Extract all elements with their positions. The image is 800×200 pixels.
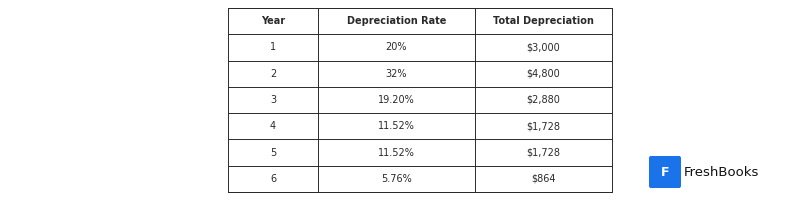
Text: 6: 6 — [270, 174, 276, 184]
Text: 20%: 20% — [386, 42, 407, 52]
Text: Depreciation Rate: Depreciation Rate — [347, 16, 446, 26]
Text: Year: Year — [261, 16, 285, 26]
Text: 11.52%: 11.52% — [378, 121, 415, 131]
Text: 5: 5 — [270, 148, 276, 158]
Text: $864: $864 — [531, 174, 556, 184]
Text: 1: 1 — [270, 42, 276, 52]
Text: 2: 2 — [270, 69, 276, 79]
Text: 3: 3 — [270, 95, 276, 105]
Text: Total Depreciation: Total Depreciation — [493, 16, 594, 26]
Text: 5.76%: 5.76% — [381, 174, 412, 184]
Text: 11.52%: 11.52% — [378, 148, 415, 158]
Text: 19.20%: 19.20% — [378, 95, 415, 105]
Text: $2,880: $2,880 — [526, 95, 561, 105]
Bar — [228, 8, 612, 192]
Text: $3,000: $3,000 — [526, 42, 560, 52]
Text: FreshBooks: FreshBooks — [684, 166, 759, 178]
Text: 4: 4 — [270, 121, 276, 131]
Text: $1,728: $1,728 — [526, 121, 561, 131]
Text: $1,728: $1,728 — [526, 148, 561, 158]
Text: F: F — [661, 166, 670, 178]
Text: 32%: 32% — [386, 69, 407, 79]
Text: $4,800: $4,800 — [526, 69, 560, 79]
FancyBboxPatch shape — [649, 156, 681, 188]
